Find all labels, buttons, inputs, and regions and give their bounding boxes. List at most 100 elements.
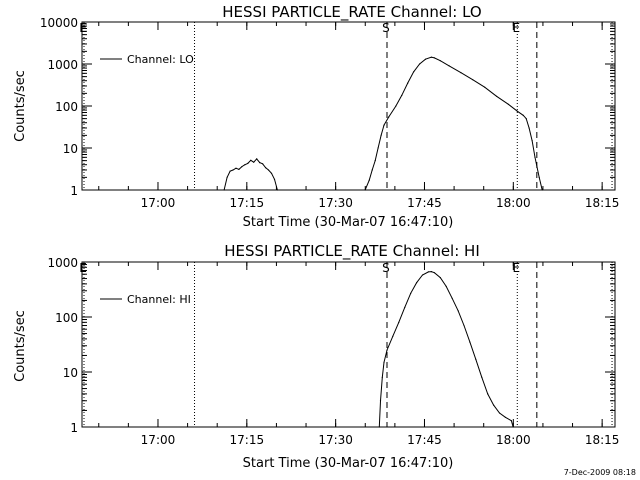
- data-point: [244, 164, 246, 166]
- data-point: [374, 160, 376, 162]
- data-point: [386, 349, 388, 351]
- data-point: [410, 292, 412, 294]
- data-point: [404, 306, 406, 308]
- data-point: [451, 297, 453, 299]
- data-point: [531, 140, 533, 142]
- panel-lo-title: HESSI PARTICLE_RATE Channel: LO: [222, 3, 481, 22]
- data-point: [398, 321, 400, 323]
- data-point: [368, 179, 370, 181]
- data-point: [493, 404, 495, 406]
- data-point: [522, 114, 524, 116]
- panel-lo-legend: Channel: LO: [100, 53, 194, 66]
- data-point: [379, 400, 382, 402]
- x-tick-label: 18:00: [496, 433, 531, 447]
- x-tick-label: 17:30: [318, 433, 353, 447]
- y-tick-label: 1: [70, 184, 78, 198]
- y-tick-label: 1000: [47, 58, 78, 72]
- data-point: [413, 71, 415, 73]
- data-point: [265, 167, 267, 169]
- data-point: [448, 65, 450, 67]
- x-tick-label: 17:00: [141, 196, 176, 210]
- data-point: [229, 170, 231, 172]
- x-tick-label: 17:45: [407, 196, 442, 210]
- data-point: [504, 416, 506, 418]
- data-point: [512, 426, 514, 428]
- x-tick-label: 17:00: [141, 433, 176, 447]
- data-point: [510, 420, 512, 422]
- data-point: [424, 58, 427, 60]
- x-tick-label: 18:15: [585, 433, 620, 447]
- data-point: [371, 169, 373, 171]
- data-point: [383, 124, 385, 126]
- data-point: [407, 82, 409, 84]
- data-point: [380, 134, 382, 136]
- data-point: [270, 172, 273, 174]
- data-point: [253, 161, 255, 163]
- x-tick-label: 17:45: [407, 433, 442, 447]
- series-line: [223, 158, 278, 191]
- data-point: [430, 271, 432, 273]
- data-point: [256, 158, 258, 160]
- data-point: [381, 376, 383, 378]
- panel-lo-frame: [81, 21, 616, 191]
- x-tick-label: 17:15: [230, 196, 265, 210]
- data-point: [475, 358, 477, 360]
- legend-entry-hi: Channel: HI: [127, 293, 191, 306]
- data-point: [538, 176, 540, 178]
- data-point: [395, 105, 397, 107]
- data-point: [516, 110, 518, 112]
- y-tick-label: 10000: [40, 16, 78, 30]
- marker-label: E: [79, 21, 87, 35]
- data-point: [364, 189, 366, 191]
- data-point: [241, 166, 243, 168]
- data-point: [377, 147, 379, 149]
- y-tick-label: 100: [55, 311, 78, 325]
- data-point: [259, 162, 261, 164]
- data-point: [419, 63, 421, 65]
- data-point: [481, 376, 483, 378]
- marker-label: E: [79, 261, 87, 275]
- data-point: [247, 162, 249, 164]
- data-point: [472, 79, 474, 81]
- x-tick-label: 17:15: [230, 433, 265, 447]
- data-point: [226, 176, 228, 178]
- data-point: [507, 103, 509, 105]
- data-point: [267, 169, 270, 171]
- data-point: [433, 57, 435, 59]
- panel-lo-xlabel: Start Time (30-Mar-07 16:47:10): [243, 215, 454, 230]
- generation-timestamp: 7-Dec-2009 08:18: [564, 468, 636, 477]
- data-point: [383, 361, 385, 363]
- y-tick-label: 100: [55, 100, 78, 114]
- marker-label: E: [512, 21, 520, 35]
- data-point: [223, 189, 225, 191]
- data-point: [439, 60, 441, 62]
- x-tick-label: 17:30: [318, 196, 353, 210]
- data-point: [525, 118, 527, 120]
- data-point: [457, 310, 459, 312]
- data-point: [378, 426, 380, 428]
- data-point: [235, 167, 237, 169]
- panel-hi-plot-area: 17:00 17:15 17:30 17:45 18:00 18:15 1 10 100 1000…: [47, 256, 619, 447]
- panel-hi: HESSI PARTICLE_RATE Channel: HI 17:00 17:…: [13, 242, 619, 471]
- data-point: [469, 341, 471, 343]
- data-point: [433, 272, 435, 274]
- series-line: [378, 271, 514, 428]
- legend-entry-lo: Channel: LO: [127, 53, 194, 66]
- marker-label: S: [382, 261, 390, 275]
- data-point: [421, 274, 424, 276]
- panel-hi-ylabel: Counts/sec: [13, 310, 28, 382]
- data-point: [534, 156, 536, 158]
- data-point: [427, 271, 429, 273]
- panel-hi-frame: [81, 261, 616, 428]
- data-point: [463, 324, 465, 327]
- y-tick-label: 10: [63, 366, 78, 380]
- data-point: [484, 86, 486, 88]
- data-point: [496, 95, 498, 97]
- data-point: [401, 94, 403, 96]
- x-tick-label: 18:15: [585, 196, 620, 210]
- marker-label: S: [382, 21, 390, 35]
- panel-hi-legend: Channel: HI: [100, 293, 191, 306]
- data-point: [238, 168, 240, 170]
- data-point: [250, 159, 252, 161]
